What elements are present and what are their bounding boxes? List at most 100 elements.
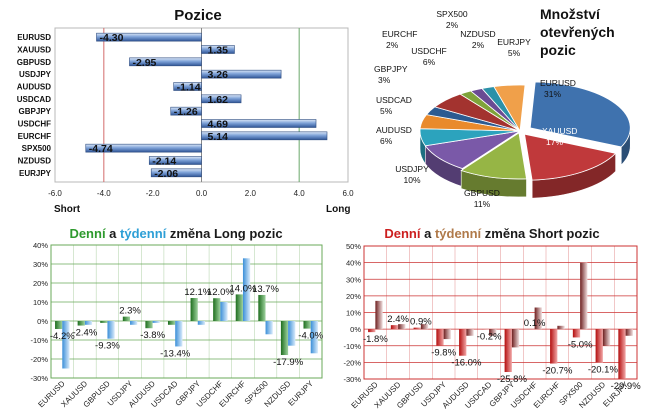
c3-data-label-gbpusd: -9.3%: [95, 341, 120, 352]
long-title-part-3: týdenní: [120, 226, 167, 241]
position-value-usdcad: 1.62: [208, 94, 229, 106]
positions-bars: [85, 32, 328, 178]
pie-label-name-usdchf: USDCHF: [411, 46, 446, 56]
position-bar-audusd: [173, 82, 202, 91]
pie-label-name-spx500: SPX500: [436, 9, 467, 19]
c4-bar-t-denn--xauusd: [398, 324, 406, 330]
c3-bar-denn--gbpusd: [100, 321, 108, 323]
c3-y-tick-6: 30%: [33, 260, 48, 269]
position-value-usdchf: 4.69: [208, 119, 229, 131]
position-bar-usdcad: [201, 94, 242, 104]
c4-bar-denn--xauusd: [390, 325, 399, 330]
c3-bar-t-denn--eurchf: [242, 258, 251, 321]
c4-data-label-gbpjpy: -25.8%: [497, 374, 528, 385]
pie-slice-xauusd: [524, 133, 617, 181]
pie-label-name-audusd: AUDUSD: [376, 125, 412, 135]
long-change-title: Denní a týdenní změna Long pozic: [69, 226, 282, 241]
positions-x-tick-0: -6.0: [48, 189, 62, 198]
c3-bar-t-denn--gbpusd: [107, 321, 115, 339]
c3-bar-t-denn--usdjpy: [130, 321, 138, 325]
pie-title-line-1: Množství: [540, 6, 601, 22]
short-title-part-3: týdenní: [435, 226, 482, 241]
c4-bar-t-denn--audusd: [466, 329, 474, 336]
pie-label-name-xauusd: XAUUSD: [542, 126, 577, 136]
c3-bar-t-denn--usdchf: [220, 302, 228, 321]
position-category-eurusd: EURUSD: [17, 33, 51, 42]
pie-label-value-audusd: 6%: [380, 136, 393, 146]
c3-category-eurjpy: EURJPY: [286, 379, 315, 408]
short-label: Short: [54, 204, 81, 215]
c4-y-tick-7: 40%: [346, 259, 361, 268]
position-value-usdjpy: 3.26: [208, 69, 229, 81]
c4-y-tick-6: 30%: [346, 275, 361, 284]
c4-y-tick-2: -10%: [343, 342, 361, 351]
c4-bar-t-denn--nzdusd: [602, 329, 611, 346]
c4-data-label-spx500: -5.0%: [568, 339, 593, 350]
c4-bar-denn--gbpjpy: [504, 329, 512, 373]
c4-data-label-usdcad: -0.2%: [477, 331, 502, 342]
position-bar-xauusd: [201, 45, 235, 54]
c4-data-label-nzdusd: -20.1%: [588, 365, 619, 376]
position-bar-gbpjpy: [170, 106, 202, 116]
position-category-gbpjpy: GBPJPY: [19, 107, 52, 116]
c4-y-tick-0: -30%: [343, 375, 361, 384]
pie-slices: [419, 81, 631, 199]
long-change-plot-area: [50, 244, 323, 379]
position-value-gbpjpy: -1.26: [174, 106, 198, 118]
c4-y-tick-8: 50%: [346, 242, 361, 251]
position-bar-eurjpy: [150, 168, 202, 178]
c4-data-label-gbpusd: 0.9%: [410, 317, 432, 328]
pie-label-name-nzdusd: NZDUSD: [460, 29, 495, 39]
c3-data-label-eurusd: -4.2%: [50, 331, 75, 342]
c4-bar-t-denn--spx500: [580, 262, 588, 330]
c4-bar-denn--eurchf: [550, 329, 558, 364]
c4-data-label-usdjpy: -9.8%: [431, 347, 456, 358]
c4-bar-t-denn--gbpjpy: [511, 329, 520, 348]
positions-chart: Pozice EURUSD XAUUSD GBPUSD USDJPY AUDUSD USD…: [17, 7, 354, 215]
c3-bar-t-denn--spx500: [265, 321, 273, 335]
position-category-xauusd: XAUUSD: [17, 46, 51, 55]
c3-data-label-usdjpy: 2.3%: [119, 306, 141, 317]
long-title-part-1: Denní: [69, 226, 106, 241]
c4-bar-t-denn--usdjpy: [443, 329, 451, 340]
position-value-xauusd: 1.35: [208, 45, 229, 57]
c4-bar-denn--spx500: [572, 329, 581, 338]
position-value-eurchf: 5.14: [208, 131, 229, 143]
pie-label-name-gbpusd: GBPUSD: [464, 188, 500, 198]
c3-y-tick-5: 20%: [33, 279, 48, 288]
c3-y-tick-3: 0%: [37, 317, 48, 326]
short-title-part-4: změna Short pozic: [481, 226, 599, 241]
c4-data-label-xauusd: 2.4%: [387, 314, 409, 325]
c3-bar-t-denn--usdcad: [175, 321, 183, 347]
position-bar-eurusd: [96, 32, 202, 42]
positions-category-labels: EURUSD XAUUSD GBPUSD USDJPY AUDUSD USDCAD GBPJ…: [17, 33, 52, 178]
c3-data-label-spx500: 13.7%: [252, 284, 279, 295]
position-value-nzdusd: -2.14: [152, 156, 176, 168]
position-category-nzdusd: NZDUSD: [18, 157, 52, 166]
long-title-part-2: a: [106, 226, 120, 241]
c3-bar-denn--xauusd: [77, 321, 85, 326]
pie-label-value-gbpusd: 11%: [474, 199, 491, 209]
long-label: Long: [326, 204, 350, 215]
position-category-eurjpy: EURJPY: [19, 169, 52, 178]
long-change-chart: Denní a týdenní změna Long pozic -4.2%-2…: [30, 226, 323, 409]
c3-y-tick-7: 40%: [33, 241, 48, 250]
positions-x-tick-1: -4.0: [97, 189, 111, 198]
c4-bar-denn--usdjpy: [436, 329, 444, 346]
c3-bar-denn--gbpjpy: [190, 298, 198, 321]
position-category-audusd: AUDUSD: [17, 83, 51, 92]
pie-label-value-eurjpy: 5%: [508, 48, 521, 58]
position-category-usdcad: USDCAD: [17, 95, 51, 104]
short-title-part-1: Denní: [384, 226, 421, 241]
c3-data-label-nzdusd: -17.9%: [273, 357, 304, 368]
c4-bar-denn--audusd: [459, 329, 467, 356]
short-change-y-ticks: -30% -20% -10% 0% 10% 20% 30% 40% 50%: [343, 242, 361, 384]
short-title-part-2: a: [420, 226, 434, 241]
position-bar-gbpusd: [129, 57, 202, 67]
c3-data-label-usdchf: 12.0%: [207, 287, 234, 298]
short-change-title: Denní a týdenní změna Short pozic: [384, 226, 599, 241]
short-change-chart: Denní a týdenní změna Short pozic -1.8% 2…: [343, 226, 641, 410]
